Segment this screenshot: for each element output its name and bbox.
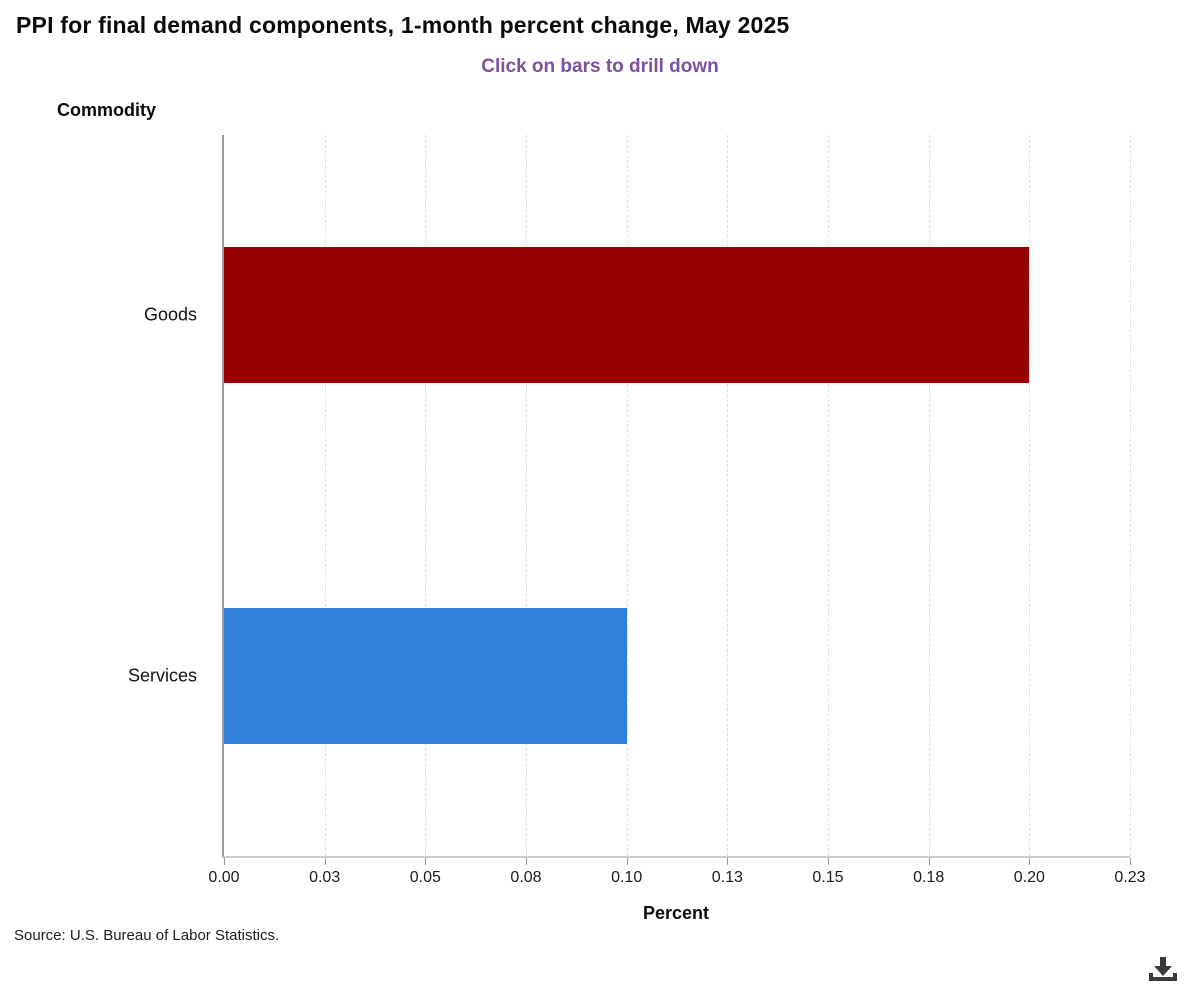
y-category-labels: Goods Services	[0, 135, 197, 858]
x-tick-mark	[727, 858, 729, 865]
gridline	[727, 135, 729, 856]
gridline	[626, 135, 628, 856]
bar-chart: 0.00 0.03 0.05 0.08 0.10 0.13 0.15 0.18 0.20 0.23…	[208, 135, 1146, 924]
download-icon[interactable]	[1146, 956, 1180, 984]
x-tick-label: 0.23	[1114, 869, 1146, 886]
x-tick-label: 0.08	[510, 869, 542, 886]
x-tick-label: 0.00	[208, 869, 240, 886]
gridline	[425, 135, 427, 856]
gridline	[324, 135, 326, 856]
x-tick-mark	[928, 858, 930, 865]
x-tick-mark	[827, 858, 829, 865]
x-tick-label: 0.15	[812, 869, 844, 886]
gridline	[1130, 135, 1131, 856]
plot-area	[222, 135, 1131, 858]
category-label-services: Services	[127, 665, 197, 686]
gridline	[1029, 135, 1031, 856]
category-label-goods: Goods	[143, 304, 197, 325]
x-tick-mark	[1029, 858, 1031, 865]
y-axis-title: Commodity	[57, 100, 156, 120]
source-note: Source: U.S. Bureau of Labor Statistics.	[14, 927, 280, 944]
x-tick-mark	[224, 858, 225, 865]
x-tick-mark	[425, 858, 427, 865]
x-tick-label: 0.13	[711, 869, 743, 886]
x-axis-ticks	[224, 858, 1131, 866]
x-tick-label: 0.05	[409, 869, 441, 886]
x-tick-label: 0.10	[611, 869, 643, 886]
x-tick-label: 0.03	[309, 869, 341, 886]
gridline	[827, 135, 829, 856]
x-axis-title: Percent	[642, 903, 710, 923]
x-tick-mark	[1130, 858, 1131, 865]
bar-goods[interactable]	[224, 247, 1030, 384]
x-tick-label: 0.20	[1013, 869, 1045, 886]
x-axis-tick-labels: 0.00 0.03 0.05 0.08 0.10 0.13 0.15 0.18 0.20 0.23	[208, 869, 1145, 891]
gridline	[525, 135, 527, 856]
chart-subtitle: Click on bars to drill down	[481, 56, 719, 77]
x-tick-mark	[525, 858, 527, 865]
chart-title: PPI for final demand components, 1-month…	[16, 12, 790, 38]
x-tick-mark	[626, 858, 628, 865]
gridline	[928, 135, 930, 856]
x-tick-label: 0.18	[913, 869, 945, 886]
x-tick-mark	[324, 858, 326, 865]
bar-services[interactable]	[224, 607, 627, 744]
